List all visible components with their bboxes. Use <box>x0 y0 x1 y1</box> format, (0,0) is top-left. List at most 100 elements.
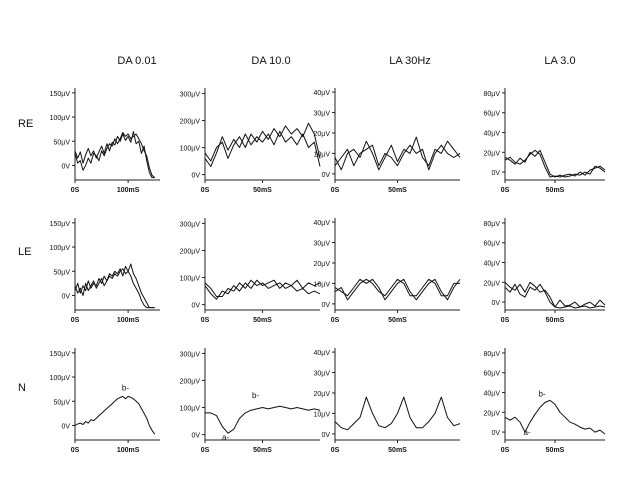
trace-re-la-30hz-2 <box>334 144 461 171</box>
y-tick-label-le-la-3-0-1: 20µV <box>484 280 501 287</box>
column-header-da-10: DA 10.0 <box>251 55 291 67</box>
y-tick-label-le-la-3-0-3: 60µV <box>484 241 501 248</box>
y-tick-label-re-da-10-0-2: 200µV <box>180 118 201 125</box>
trace-n-la-30hz-1 <box>334 396 461 431</box>
trace-re-da-0-01-2 <box>74 132 156 178</box>
y-tick-label-re-la-30hz-3: 30µV <box>314 111 331 118</box>
y-tick-label-le-la-30hz-3: 30µV <box>314 241 331 248</box>
trace-re-da-0-01-1 <box>74 131 155 179</box>
y-tick-label-le-la-3-0-2: 40µV <box>484 261 501 268</box>
y-tick-label-n-da-0-01-0: 0V <box>61 423 70 430</box>
trace-le-la-30hz-1 <box>334 278 461 301</box>
x-tick-label-le-da-10-0-1: 50mS <box>253 317 272 324</box>
x-tick-label-re-la-3-0-0: 0S <box>501 187 510 194</box>
x-tick-label-re-da-0-01-0: 0S <box>71 187 80 194</box>
trace-n-la-3-0-1 <box>504 399 606 435</box>
x-tick-label-re-da-10-0-1: 50mS <box>253 187 272 194</box>
y-tick-label-re-da-0-01-1: 50µV <box>54 139 71 146</box>
x-tick-label-re-la-30hz-1: 50mS <box>388 187 407 194</box>
x-tick-label-le-la-3-0-0: 0S <box>501 317 510 324</box>
x-tick-label-re-la-30hz-0: 0S <box>331 187 340 194</box>
y-tick-label-le-la-30hz-2: 20µV <box>314 261 331 268</box>
y-tick-label-n-la-3-0-2: 40µV <box>484 391 501 398</box>
trace-re-la-3-0-2 <box>504 149 606 178</box>
x-tick-label-le-la-3-0-1: 50mS <box>546 317 565 324</box>
y-tick-label-re-la-3-0-0: 0V <box>491 170 500 177</box>
y-tick-label-n-da-10-0-3: 300µV <box>180 351 201 358</box>
trace-le-da-10-0-2 <box>204 279 321 297</box>
x-tick-label-re-la-3-0-1: 50mS <box>546 187 565 194</box>
x-tick-label-n-la-3-0-1: 50mS <box>546 447 565 454</box>
y-tick-label-le-da-0-01-3: 150µV <box>50 221 71 228</box>
x-tick-label-n-la-30hz-1: 50mS <box>388 447 407 454</box>
trace-re-da-10-0-1 <box>204 122 321 162</box>
y-tick-label-re-da-10-0-1: 100µV <box>180 146 201 153</box>
trace-le-da-0-01-2 <box>74 268 155 309</box>
y-tick-label-le-la-30hz-1: 10µV <box>314 281 331 288</box>
y-tick-label-le-da-10-0-0: 0V <box>191 303 200 310</box>
row-label-re: RE <box>18 118 34 130</box>
peak-label-n-da-10-0-1: b- <box>252 391 259 400</box>
trace-re-la-3-0-1 <box>504 149 606 178</box>
y-tick-label-re-da-10-0-0: 0V <box>191 173 200 180</box>
y-tick-label-n-da-0-01-3: 150µV <box>50 351 71 358</box>
x-tick-label-le-da-0-01-1: 100mS <box>117 317 140 324</box>
y-tick-label-n-da-10-0-0: 0V <box>191 433 200 440</box>
column-header-la-3: LA 3.0 <box>544 55 576 67</box>
trace-le-la-30hz-2 <box>334 278 460 301</box>
trace-le-la-3-0-1 <box>504 283 606 308</box>
y-tick-label-re-da-0-01-0: 0V <box>61 163 70 170</box>
y-tick-label-re-da-0-01-3: 150µV <box>50 91 71 98</box>
peak-label-n-da-10-0-0: a- <box>222 433 229 442</box>
y-tick-label-re-la-30hz-2: 20µV <box>314 131 331 138</box>
x-tick-label-le-da-10-0-0: 0S <box>201 317 210 324</box>
y-tick-label-le-da-10-0-3: 300µV <box>180 221 201 228</box>
x-tick-label-n-da-10-0-0: 0S <box>201 447 210 454</box>
y-tick-label-n-la-3-0-1: 20µV <box>484 410 501 417</box>
x-tick-label-le-la-30hz-0: 0S <box>331 317 340 324</box>
y-tick-label-n-la-3-0-0: 0V <box>491 430 500 437</box>
trace-n-da-0-01-1 <box>74 395 156 435</box>
trace-n-da-10-0-1 <box>205 405 321 434</box>
x-tick-label-le-la-30hz-1: 50mS <box>388 317 407 324</box>
x-tick-label-re-da-0-01-1: 100mS <box>117 187 140 194</box>
y-tick-label-n-da-0-01-2: 100µV <box>50 375 71 382</box>
trace-re-la-30hz-1 <box>334 136 461 171</box>
y-tick-label-re-la-30hz-4: 40µV <box>314 90 331 97</box>
y-tick-label-le-da-0-01-1: 50µV <box>54 269 71 276</box>
column-header-la-30hz: LA 30Hz <box>389 55 431 67</box>
y-tick-label-n-la-30hz-1: 10µV <box>314 411 331 418</box>
y-tick-label-re-la-3-0-1: 20µV <box>484 150 501 157</box>
y-tick-label-re-la-30hz-1: 10µV <box>314 151 331 158</box>
trace-le-la-3-0-2 <box>504 281 606 309</box>
y-tick-label-re-la-30hz-0: 0V <box>321 172 330 179</box>
trace-re-da-10-0-2 <box>204 130 321 167</box>
trace-le-da-0-01-1 <box>74 263 155 309</box>
y-tick-label-n-la-30hz-0: 0V <box>321 432 330 439</box>
y-tick-label-le-la-30hz-4: 40µV <box>314 220 331 227</box>
x-tick-label-re-da-10-0-0: 0S <box>201 187 210 194</box>
y-tick-label-n-da-0-01-1: 50µV <box>54 399 71 406</box>
row-label-n: N <box>18 382 26 394</box>
x-tick-label-n-da-0-01-0: 0S <box>71 447 80 454</box>
y-tick-label-le-da-0-01-0: 0V <box>61 293 70 300</box>
peak-label-n-la-3-0-0: a- <box>523 428 530 437</box>
y-tick-label-n-da-10-0-2: 200µV <box>180 378 201 385</box>
y-tick-label-le-la-3-0-4: 80µV <box>484 221 501 228</box>
y-tick-label-n-la-3-0-3: 60µV <box>484 371 501 378</box>
y-tick-label-n-da-10-0-1: 100µV <box>180 406 201 413</box>
peak-label-n-da-0-01-0: b- <box>122 384 129 393</box>
y-tick-label-n-la-30hz-4: 40µV <box>314 350 331 357</box>
y-tick-label-le-da-10-0-1: 100µV <box>180 276 201 283</box>
y-tick-label-re-da-0-01-2: 100µV <box>50 115 71 122</box>
y-tick-label-re-la-3-0-3: 60µV <box>484 111 501 118</box>
column-header-da-001: DA 0.01 <box>117 55 157 67</box>
y-tick-label-le-la-30hz-0: 0V <box>321 302 330 309</box>
x-tick-label-n-la-3-0-0: 0S <box>501 447 510 454</box>
y-tick-label-le-da-0-01-2: 100µV <box>50 245 71 252</box>
row-label-le: LE <box>18 246 32 258</box>
y-tick-label-n-la-30hz-2: 20µV <box>314 391 331 398</box>
y-tick-label-re-la-3-0-4: 80µV <box>484 91 501 98</box>
